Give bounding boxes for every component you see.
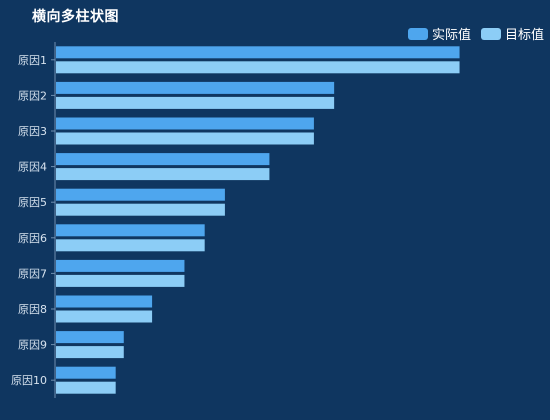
bar-target[interactable] [56, 239, 205, 252]
legend-item-actual[interactable]: 实际值 [407, 24, 471, 43]
bar-actual[interactable] [56, 188, 225, 201]
bar-actual[interactable] [56, 295, 153, 308]
legend-label-target: 目标值 [504, 28, 544, 43]
y-tick-label: 原因5 [18, 196, 47, 209]
bar-target[interactable] [56, 203, 225, 216]
bar-target[interactable] [56, 274, 185, 287]
bar-target[interactable] [56, 381, 116, 394]
bar-target[interactable] [56, 310, 153, 323]
bar-actual[interactable] [56, 224, 205, 237]
bar-actual[interactable] [56, 366, 116, 379]
y-tick-label: 原因9 [18, 339, 47, 352]
bar-actual[interactable] [56, 81, 335, 94]
legend-label-actual: 实际值 [431, 28, 471, 43]
legend-swatch-actual [407, 27, 428, 40]
bar-actual[interactable] [56, 117, 314, 130]
legend-item-target[interactable]: 目标值 [480, 24, 544, 43]
y-tick-label: 原因6 [18, 232, 47, 245]
bar-target[interactable] [56, 61, 460, 74]
bar-actual[interactable] [56, 259, 185, 272]
bar-actual[interactable] [56, 331, 124, 344]
legend: 实际值 目标值 [407, 24, 544, 43]
y-tick-label: 原因7 [18, 267, 47, 280]
y-tick-label: 原因10 [11, 374, 47, 387]
bar-target[interactable] [56, 96, 335, 109]
chart-title: 横向多柱状图 [32, 9, 119, 25]
bar-actual[interactable] [56, 153, 270, 166]
y-tick-label: 原因8 [18, 303, 47, 316]
bar-target[interactable] [56, 168, 270, 181]
y-tick-label: 原因4 [18, 161, 47, 174]
legend-swatch-target [480, 27, 501, 40]
bar-actual[interactable] [56, 46, 460, 59]
bar-target[interactable] [56, 132, 314, 145]
bar-target[interactable] [56, 346, 124, 359]
y-tick-label: 原因3 [18, 125, 47, 138]
y-tick-label: 原因2 [18, 89, 47, 102]
y-tick-label: 原因1 [18, 54, 47, 67]
